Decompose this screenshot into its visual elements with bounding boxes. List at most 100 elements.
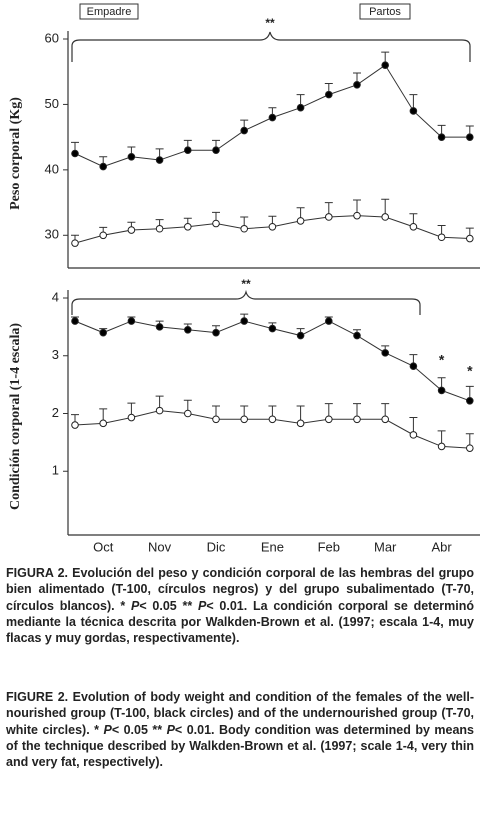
- marker: [381, 61, 390, 69]
- y-tick-label: 2: [52, 405, 59, 420]
- x-tick-label: Oct: [93, 539, 114, 554]
- y-tick-label: 50: [45, 96, 59, 111]
- marker: [353, 415, 361, 424]
- marker: [99, 328, 107, 337]
- marker: [409, 431, 418, 439]
- x-tick-label: Feb: [318, 539, 340, 554]
- caption-es: FIGURA 2. Evolución del peso y condición…: [6, 565, 474, 646]
- caption-text: < 0.01. La condición corporal se determi…: [6, 598, 475, 646]
- marker: [99, 419, 107, 428]
- marker: [409, 222, 418, 231]
- y-tick-label: 1: [52, 463, 59, 478]
- marker: [353, 81, 361, 89]
- chart: 30 40 50 60 Peso corporal (Kg) Empadre Partos *…: [8, 3, 480, 554]
- marker: [381, 213, 390, 221]
- marker: [381, 349, 390, 357]
- caption-text: < 0.01. Body condition was determined by…: [6, 722, 474, 770]
- annotation-box: [79, 3, 139, 20]
- caption-text: < 0.05 **: [111, 722, 167, 737]
- marker: [268, 324, 277, 333]
- annotation: *: [467, 363, 473, 379]
- marker: [381, 415, 390, 424]
- marker: [155, 224, 164, 233]
- caption-text: P: [198, 598, 207, 613]
- marker: [268, 415, 277, 424]
- marker: [127, 413, 136, 422]
- marker: [212, 415, 220, 424]
- marker: [296, 217, 305, 225]
- annotation-box: [359, 3, 411, 20]
- marker: [127, 226, 136, 234]
- x-tick-label: Dic: [207, 539, 226, 554]
- marker: [353, 211, 361, 220]
- marker: [184, 146, 192, 155]
- marker: [212, 219, 220, 228]
- marker: [155, 156, 164, 164]
- brace: [71, 31, 471, 62]
- marker: [240, 126, 248, 135]
- caption-text: P: [166, 722, 175, 737]
- marker: [268, 222, 277, 231]
- marker: [296, 419, 305, 428]
- marker: [71, 317, 79, 325]
- marker: [99, 231, 107, 240]
- marker: [71, 149, 79, 158]
- caption-text: P: [103, 722, 112, 737]
- y-tick-label: 30: [45, 227, 59, 242]
- marker: [212, 328, 220, 337]
- marker: [466, 444, 474, 452]
- marker: [268, 113, 277, 122]
- marker: [127, 317, 136, 325]
- annotation: **: [265, 16, 275, 30]
- marker: [325, 90, 333, 99]
- marker: [437, 442, 446, 451]
- annotation: Empadre: [87, 6, 132, 18]
- x-tick-label: Ene: [261, 539, 284, 554]
- marker: [325, 317, 333, 325]
- marker: [240, 415, 248, 424]
- y-tick-label: 4: [52, 289, 59, 304]
- caption-text: P: [130, 598, 140, 613]
- marker: [296, 103, 305, 112]
- marker: [466, 396, 474, 405]
- marker: [240, 317, 248, 325]
- marker: [71, 239, 79, 247]
- y-axis-label: Condición corporal (1-4 escala): [8, 323, 23, 510]
- caption-text: < 0.05 **: [139, 598, 198, 613]
- marker: [184, 409, 192, 418]
- y-tick-label: 3: [52, 347, 59, 362]
- marker: [99, 162, 107, 171]
- caption-text: FIGURE 2. Evolution of body weight and c…: [6, 690, 474, 737]
- marker: [466, 133, 474, 141]
- marker: [325, 213, 333, 221]
- marker: [353, 331, 361, 340]
- marker: [155, 406, 164, 415]
- marker: [325, 415, 333, 424]
- marker: [212, 146, 220, 155]
- marker: [127, 152, 136, 161]
- marker: [437, 133, 446, 141]
- marker: [466, 234, 474, 243]
- marker: [184, 222, 192, 231]
- marker: [409, 107, 418, 115]
- y-tick-label: 40: [45, 161, 59, 176]
- x-tick-label: Nov: [148, 539, 172, 554]
- y-tick-label: 60: [45, 30, 59, 45]
- marker: [184, 325, 192, 334]
- marker: [437, 386, 446, 395]
- y-axis-label: Peso corporal (Kg): [8, 97, 23, 210]
- annotation: *: [439, 352, 445, 368]
- marker: [71, 421, 79, 429]
- annotation: **: [241, 277, 251, 291]
- series-line: [74, 320, 470, 402]
- x-tick-label: Abr: [431, 539, 452, 554]
- brace: [71, 289, 421, 315]
- marker: [155, 323, 164, 331]
- annotation: Partos: [369, 6, 401, 18]
- x-tick-label: Mar: [374, 539, 397, 554]
- marker: [409, 362, 418, 370]
- caption-text: FIGURA 2. Evolución del peso y condición…: [6, 566, 474, 613]
- marker: [296, 331, 305, 340]
- marker: [240, 224, 248, 233]
